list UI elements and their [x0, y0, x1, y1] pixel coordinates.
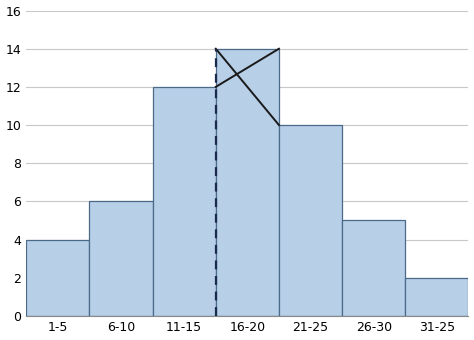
Bar	[153, 87, 216, 316]
Bar	[279, 125, 342, 316]
Bar	[216, 49, 279, 316]
Bar	[90, 201, 153, 316]
Bar	[26, 240, 90, 316]
Bar	[342, 220, 405, 316]
Bar	[405, 278, 468, 316]
